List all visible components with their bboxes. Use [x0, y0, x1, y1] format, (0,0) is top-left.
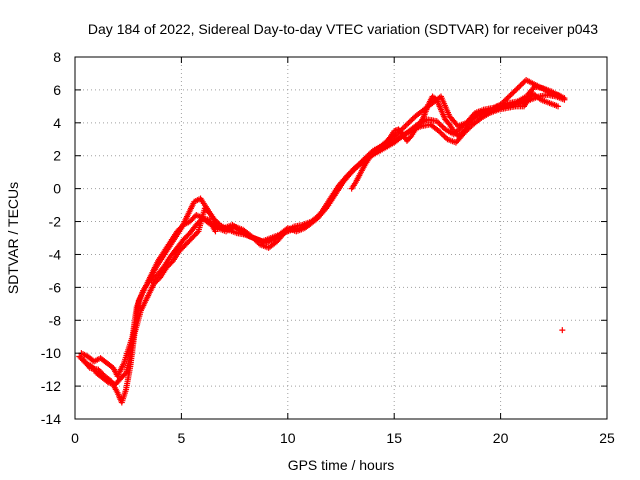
data-point [561, 95, 568, 102]
data-point [555, 103, 562, 110]
y-tick-label: -12 [41, 378, 61, 394]
x-tick-label: 5 [178, 430, 186, 446]
data-point [194, 229, 201, 236]
plot-frame [74, 56, 608, 420]
chart-title: Day 184 of 2022, Sidereal Day-to-day VTE… [88, 21, 598, 37]
y-tick-label: 4 [53, 115, 61, 131]
y-tick-label: 6 [53, 82, 61, 98]
y-tick-label: -14 [41, 411, 61, 427]
y-tick-label: -4 [49, 246, 62, 262]
y-tick-label: -6 [49, 279, 62, 295]
data-point [212, 228, 219, 235]
data-point [160, 264, 167, 271]
y-tick-label: -8 [49, 312, 62, 328]
y-tick-label: 0 [53, 181, 61, 197]
tick-labels: 0 5 10 15 20 25 -14 -12 -10 -8 -6 -4 -2 0 2 4 6 8 [41, 49, 615, 446]
x-tick-label: 25 [599, 430, 615, 446]
y-tick-label: -10 [41, 345, 61, 361]
y-tick-label: 8 [53, 49, 61, 65]
x-tick-label: 10 [280, 430, 296, 446]
x-axis-title: GPS time / hours [288, 457, 395, 473]
y-tick-label: -2 [49, 214, 62, 230]
data-point [559, 327, 566, 334]
x-tick-label: 15 [386, 430, 402, 446]
x-tick-label: 20 [493, 430, 509, 446]
y-tick-label: 2 [53, 148, 61, 164]
y-axis-title: SDTVAR / TECUs [5, 182, 21, 294]
x-tick-label: 0 [71, 430, 79, 446]
data-points [76, 77, 568, 406]
